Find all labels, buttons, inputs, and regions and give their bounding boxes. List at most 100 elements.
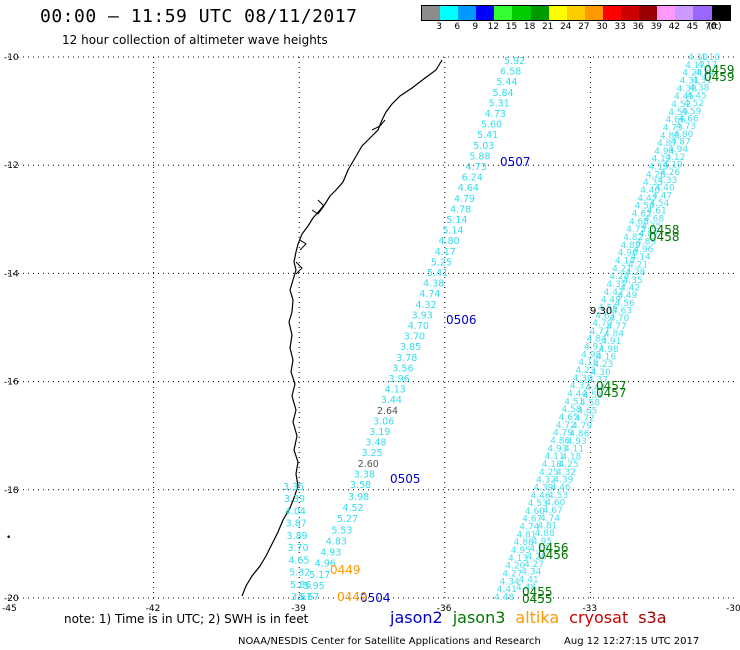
colorbar-tick: 15: [505, 22, 518, 32]
swh-value: 3.06: [373, 416, 394, 427]
swh-value: 4.74: [419, 289, 440, 300]
swh-value-jason3-a: 4.48: [494, 593, 514, 603]
colorbar-tick: 18: [523, 22, 536, 32]
swh-value-jason3-a: 4.95: [511, 546, 531, 556]
satellite-legend: jason2 jason3 altika cryosat s3a: [390, 608, 677, 627]
coastline-path: [241, 59, 443, 597]
swh-value: 3.58: [350, 480, 371, 491]
swh-value: 4.80: [439, 236, 460, 247]
pass-time-label-jason3: 0455: [522, 585, 553, 599]
swh-value: 4.38: [423, 279, 444, 290]
swh-value-jason3-b: 4.11: [564, 445, 584, 455]
y-tick-label: -20: [4, 594, 19, 604]
swh-value-jason3-a: 4.98: [581, 350, 601, 360]
pass-time-label-jason3: 0456: [538, 548, 569, 562]
swh-value-jason3-a: 4.14: [615, 256, 635, 266]
swh-value-jason3-a: 4.77: [590, 327, 610, 337]
coastline-detail: [295, 119, 386, 275]
swh-value-jason3-b: 4.82: [639, 230, 659, 240]
swh-value-jason3-a: 4.16: [578, 358, 598, 368]
swh-value-jason3-b: 4.56: [615, 299, 635, 309]
swh-value-jason3-b: 4.19: [663, 161, 683, 171]
swh-value-jason3-a: 4.11: [545, 452, 565, 462]
swh-value-jason3-a: 4.51: [564, 397, 584, 407]
map-subtitle: 12 hour collection of altimeter wave hei…: [62, 33, 328, 47]
credit-text: NOAA/NESDIS Center for Satellite Applica…: [238, 636, 541, 647]
swh-value-jason3-a: 4.41: [497, 585, 517, 595]
swh-value-altika: 5.32: [289, 568, 310, 579]
swh-value-altika: 3.39: [284, 494, 305, 505]
legend-item-s3a: s3a: [638, 608, 667, 627]
swh-value-jason3-b: 4.67: [543, 506, 563, 516]
swh-value-jason3-a: 4.94: [654, 147, 674, 157]
swh-value-jason3-b: 4.18: [561, 452, 581, 462]
swh-value-altika: 5.95: [304, 581, 325, 592]
swh-value-jason3-b: 4.45: [687, 91, 707, 101]
swh-value-jason3-a: 4.20: [505, 562, 525, 572]
colorbar-swatch: [639, 6, 658, 20]
swh-value: 5.60: [481, 120, 502, 131]
colorbar-tick: 42: [668, 22, 681, 32]
swh-value-altika: 3.89: [287, 531, 308, 542]
swh-value-jason3-b: 4.37: [588, 376, 608, 386]
swh-value-jason3-a: 4.18: [542, 460, 562, 470]
x-tick-label: -39: [291, 604, 306, 614]
swh-value-jason3-b: 4.31: [692, 76, 712, 86]
swh-value-jason3-a: 4.52: [671, 100, 691, 110]
swh-value-jason3-b: 4.26: [660, 168, 680, 178]
swh-value-altika: 3.70: [287, 543, 308, 554]
swh-value: 5.41: [427, 268, 448, 279]
colorbar-swatch: [711, 6, 730, 20]
colorbar-swatch: [440, 6, 459, 20]
swh-value-jason3-a: 4.47: [637, 194, 657, 204]
swh-value-jason3-a: 4.34: [500, 577, 520, 587]
swh-value: 3.96: [389, 374, 410, 385]
swh-value: 3.48: [365, 438, 386, 449]
swh-value-jason3-b: 4.20: [527, 552, 547, 562]
y-tick-label: -18: [4, 486, 19, 496]
swh-value-jason3-a: 4.40: [640, 186, 660, 196]
swh-value: 4.73: [485, 109, 506, 120]
swh-value: 5.14: [442, 226, 463, 237]
swh-value-jason3-b: 4.70: [609, 314, 629, 324]
swh-value-jason3-a: 4.81: [516, 530, 536, 540]
swh-value-jason3-b: 4.51: [583, 391, 603, 401]
swh-value-jason3-b: 4.58: [580, 399, 600, 409]
swh-value-jason3-a: 4.58: [561, 405, 581, 415]
swh-value: 4.17: [435, 247, 456, 258]
swh-value-jason3-b: 4.65: [577, 406, 597, 416]
swh-value-jason3-b: 4.38: [689, 84, 709, 94]
colorbar-swatch: [621, 6, 640, 20]
colorbar-tick: 27: [578, 22, 590, 32]
swh-value-jason3-a: 4.63: [595, 311, 615, 321]
swh-value-jason3-a: 4.89: [621, 241, 641, 251]
swh-value-jason3-a: 4.21: [612, 264, 632, 274]
pass-time-label-jason3: 0457: [596, 386, 627, 400]
swh-value-jason3-a: 4.30: [573, 374, 593, 384]
colorbar-tick: 45: [686, 22, 699, 32]
swh-value-jason3-b: 4.86: [569, 429, 589, 439]
colorbar-swatch: [476, 6, 495, 20]
swh-value-jason3-a: 4.82: [623, 233, 643, 243]
swh-value: 3.38: [354, 469, 375, 480]
swh-value-jason3-a: 4.72: [556, 421, 576, 431]
colorbar-tick: 39: [650, 22, 663, 32]
swh-value-jason3-b: 4.16: [596, 353, 616, 363]
swh-value-altika: 3.35: [283, 482, 304, 493]
colorbar-swatch: [512, 6, 531, 20]
swh-value-jason3-a: 4.65: [559, 413, 579, 423]
swh-value-jason3-b: 4.94: [668, 145, 688, 155]
y-tick-label: -12: [4, 161, 19, 171]
pass-time-label-jason3: 0458: [649, 230, 680, 244]
colorbar-swatch: [548, 6, 567, 20]
colorbar-swatch: [657, 6, 676, 20]
swh-value-jason3-b: 4.32: [556, 468, 576, 478]
colorbar-swatch: [494, 6, 513, 20]
swh-value-jason3-a: 4.33: [643, 178, 663, 188]
colorbar-swatch: [530, 6, 549, 20]
swh-value-jason3-b: 4.17: [697, 61, 717, 71]
colorbar-tick: 21: [541, 22, 554, 32]
swh-value-altika: 4.93: [320, 548, 341, 559]
swh-value-jason3-a: 4.24: [682, 69, 702, 79]
legend-item-jason3: jason3: [452, 608, 506, 627]
